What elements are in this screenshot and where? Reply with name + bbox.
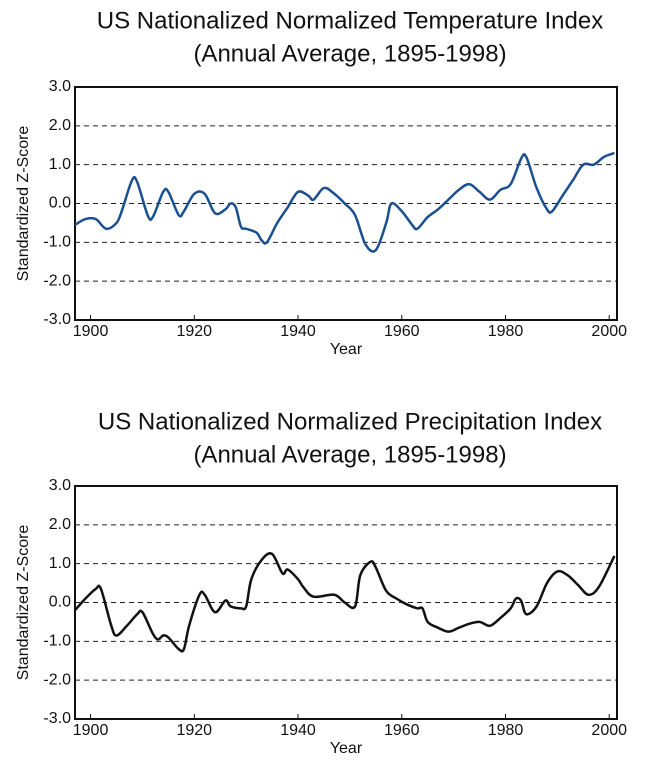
y-tick-label: 2.0 <box>49 516 71 533</box>
x-tick-label: 1980 <box>488 323 524 340</box>
y-tick-label: 1.0 <box>49 555 71 572</box>
x-axis-label: Year <box>330 341 363 358</box>
chart-title: US Nationalized Normalized Temperature I… <box>97 7 603 34</box>
y-tick-label: -3.0 <box>43 710 71 727</box>
y-tick-label: -1.0 <box>43 633 71 650</box>
y-axis-label: Standardized Z-Score <box>15 126 32 282</box>
y-tick-label: 0.0 <box>49 195 71 212</box>
x-axis-label: Year <box>330 740 363 757</box>
x-tick-label: 1940 <box>280 722 316 739</box>
x-tick-label: 1900 <box>73 722 109 739</box>
plot-frame <box>74 86 618 321</box>
y-tick-label: -1.0 <box>43 234 71 251</box>
chart-title: US Nationalized Normalized Precipitation… <box>98 408 602 435</box>
x-tick-label: 1940 <box>280 323 316 340</box>
y-tick-label: -3.0 <box>43 311 71 328</box>
x-tick-label: 2000 <box>591 722 627 739</box>
x-tick-label: 1920 <box>176 323 212 340</box>
data-line <box>74 552 616 653</box>
x-tick-label: 1960 <box>384 323 420 340</box>
y-axis-label: Standardized Z-Score <box>15 525 32 681</box>
y-tick-label: -2.0 <box>43 671 71 688</box>
x-tick-label: 2000 <box>591 323 627 340</box>
chart-subtitle: (Annual Average, 1895-1998) <box>193 441 506 468</box>
y-tick-label: 0.0 <box>49 594 71 611</box>
y-tick-label: 3.0 <box>49 477 71 494</box>
y-tick-label: 3.0 <box>49 78 71 95</box>
chart-subtitle: (Annual Average, 1895-1998) <box>193 40 506 67</box>
x-tick-label: 1920 <box>176 722 212 739</box>
y-tick-label: 1.0 <box>49 156 71 173</box>
x-tick-label: 1960 <box>384 722 420 739</box>
x-tick-label: 1900 <box>73 323 109 340</box>
y-tick-label: 2.0 <box>49 117 71 134</box>
data-line <box>74 151 615 253</box>
x-tick-label: 1980 <box>488 722 524 739</box>
y-tick-label: -2.0 <box>43 272 71 289</box>
plot-frame <box>74 485 618 720</box>
